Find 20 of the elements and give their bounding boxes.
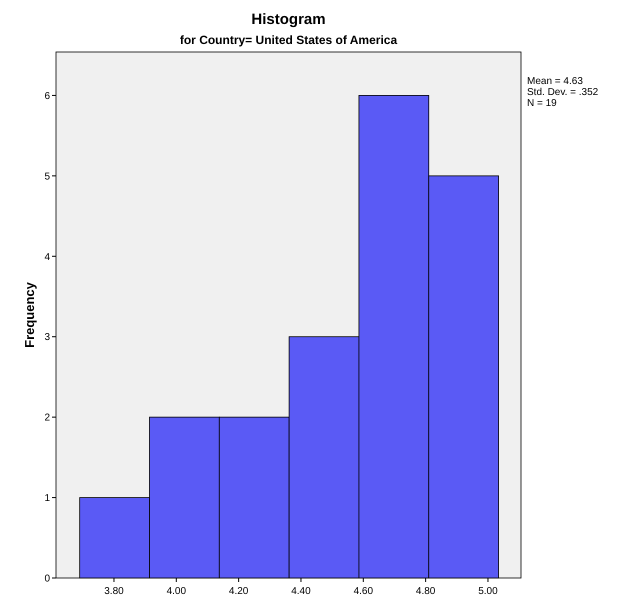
x-tick-label: 3.80	[104, 586, 124, 597]
x-tick-label: 4.20	[228, 586, 249, 597]
y-tick-label: 6	[44, 90, 50, 102]
y-tick-label: 1	[44, 493, 50, 504]
chart-title: Histogram	[251, 11, 326, 28]
text: N = 19	[527, 98, 558, 109]
text: Mean = 4.63	[527, 76, 584, 87]
x-tick-label: 4.00	[166, 586, 186, 597]
x-tick-label: 4.40	[291, 586, 312, 597]
y-tick-label: 3	[44, 332, 50, 344]
y-tick-label: 2	[44, 412, 50, 424]
x-tick-label: 4.80	[416, 586, 436, 597]
text: Std. Dev. = .352	[527, 87, 599, 98]
y-axis-title: Frequency	[22, 281, 37, 348]
y-tick-label: 0	[44, 574, 50, 584]
y-tick-label: 5	[44, 171, 50, 182]
x-tick-label: 4.60	[354, 586, 374, 597]
x-tick-label: 5.00	[478, 586, 498, 597]
chart-subtitle: for Country= United States of America	[180, 33, 398, 47]
y-tick-label: 4	[44, 252, 50, 263]
